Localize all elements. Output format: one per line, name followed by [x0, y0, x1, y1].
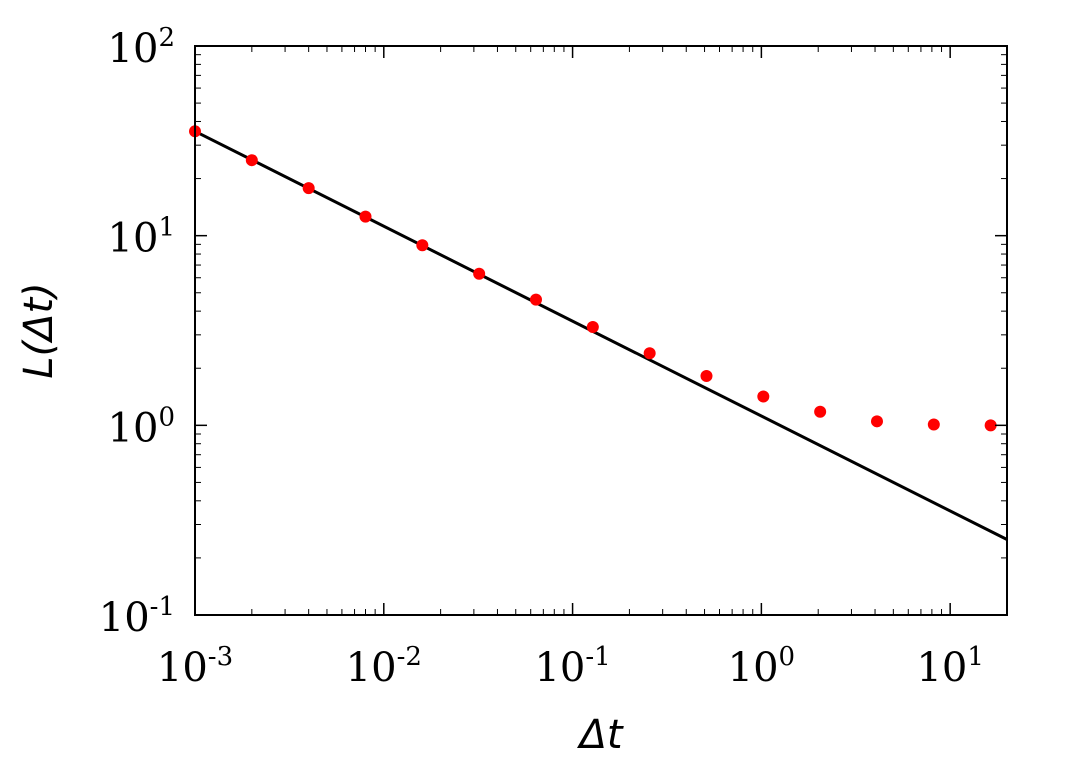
y-tick-label: 10-1 — [99, 592, 175, 641]
data-point — [643, 347, 656, 360]
x-tick-label: 10-2 — [346, 642, 422, 691]
x-tick-label: 100 — [728, 642, 795, 691]
data-point — [416, 239, 429, 252]
data-point — [245, 154, 258, 167]
data-point — [814, 405, 827, 418]
y-axis-label: L(Δt) — [16, 282, 62, 379]
data-point — [586, 320, 599, 333]
data-point — [359, 210, 372, 223]
y-tick-label: 102 — [108, 23, 175, 72]
x-tick-label: 10-1 — [534, 642, 610, 691]
y-tick-label: 100 — [108, 402, 175, 451]
data-marks — [189, 125, 1008, 541]
data-point — [870, 415, 883, 428]
power-law-fit-line — [194, 129, 1008, 541]
data-point — [302, 182, 315, 195]
x-tick-label: 101 — [916, 642, 983, 691]
x-tick-label: 10-3 — [157, 642, 233, 691]
data-point — [473, 267, 486, 280]
plot-frame — [194, 45, 1008, 616]
data-point — [927, 418, 940, 431]
data-point — [757, 390, 770, 403]
data-point — [700, 370, 713, 383]
axis-ticks: 10-3 10-2 10-1 100 101 10-1 100 101 102 — [99, 23, 1007, 691]
data-point — [529, 293, 542, 306]
x-axis-label: Δt — [576, 712, 623, 758]
y-tick-label: 101 — [108, 213, 175, 262]
data-point — [984, 419, 997, 432]
